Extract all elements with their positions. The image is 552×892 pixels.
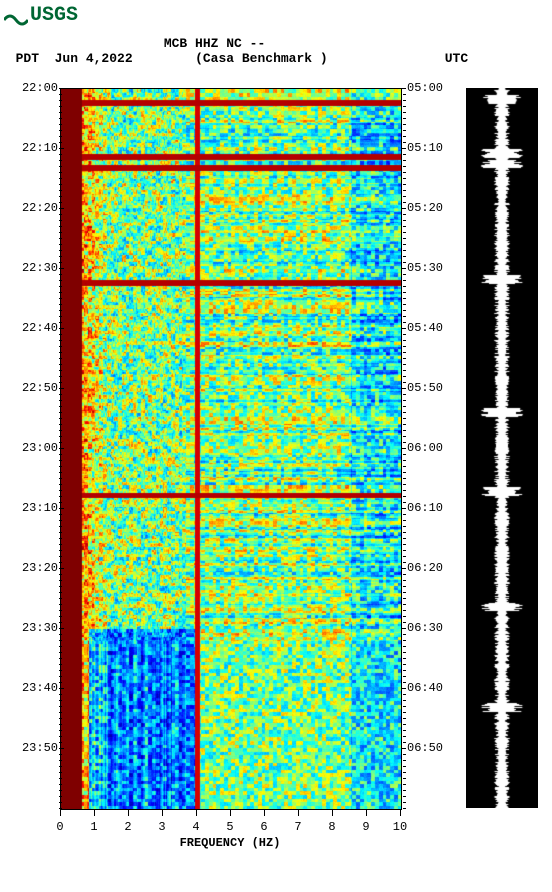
station-line: MCB HHZ NC -- bbox=[0, 36, 552, 51]
usgs-logo: USGS bbox=[4, 4, 78, 27]
y-axis-left: 22:0022:1022:2022:3022:4022:5023:0023:10… bbox=[0, 88, 58, 808]
xtick: 3 bbox=[158, 820, 165, 834]
ytick-left: 23:50 bbox=[0, 741, 58, 755]
ytick-left: 23:30 bbox=[0, 621, 58, 635]
ytick-right: 06:40 bbox=[407, 681, 457, 695]
y-axis-right: 05:0005:1005:2005:3005:4005:5006:0006:10… bbox=[407, 88, 457, 808]
ytick-right: 05:50 bbox=[407, 381, 457, 395]
x-axis-label: FREQUENCY (HZ) bbox=[60, 836, 400, 850]
xtick: 4 bbox=[192, 820, 199, 834]
ytick-left: 22:00 bbox=[0, 81, 58, 95]
ytick-right: 05:10 bbox=[407, 141, 457, 155]
xtick: 5 bbox=[226, 820, 233, 834]
ytick-right: 05:00 bbox=[407, 81, 457, 95]
xtick: 10 bbox=[393, 820, 407, 834]
ytick-right: 05:20 bbox=[407, 201, 457, 215]
ytick-right: 05:40 bbox=[407, 321, 457, 335]
xtick: 7 bbox=[294, 820, 301, 834]
ytick-left: 22:10 bbox=[0, 141, 58, 155]
spectrogram-plot bbox=[60, 88, 402, 810]
xtick: 0 bbox=[56, 820, 63, 834]
ytick-left: 23:40 bbox=[0, 681, 58, 695]
xtick: 1 bbox=[90, 820, 97, 834]
ytick-right: 06:00 bbox=[407, 441, 457, 455]
chart-header: MCB HHZ NC -- PDT Jun 4,2022 (Casa Bench… bbox=[0, 36, 552, 66]
ytick-right: 06:20 bbox=[407, 561, 457, 575]
xtick: 6 bbox=[260, 820, 267, 834]
xtick: 9 bbox=[362, 820, 369, 834]
ytick-left: 23:10 bbox=[0, 501, 58, 515]
ytick-left: 22:30 bbox=[0, 261, 58, 275]
ytick-right: 06:30 bbox=[407, 621, 457, 635]
xtick: 8 bbox=[328, 820, 335, 834]
ytick-right: 06:50 bbox=[407, 741, 457, 755]
ytick-left: 22:50 bbox=[0, 381, 58, 395]
xtick: 2 bbox=[124, 820, 131, 834]
logo-text: USGS bbox=[30, 4, 78, 27]
ytick-left: 22:20 bbox=[0, 201, 58, 215]
ytick-left: 23:20 bbox=[0, 561, 58, 575]
ytick-right: 06:10 bbox=[407, 501, 457, 515]
ytick-left: 23:00 bbox=[0, 441, 58, 455]
info-line: PDT Jun 4,2022 (Casa Benchmark ) UTC bbox=[0, 51, 552, 66]
amplitude-panel bbox=[466, 88, 538, 808]
ytick-left: 22:40 bbox=[0, 321, 58, 335]
ytick-right: 05:30 bbox=[407, 261, 457, 275]
